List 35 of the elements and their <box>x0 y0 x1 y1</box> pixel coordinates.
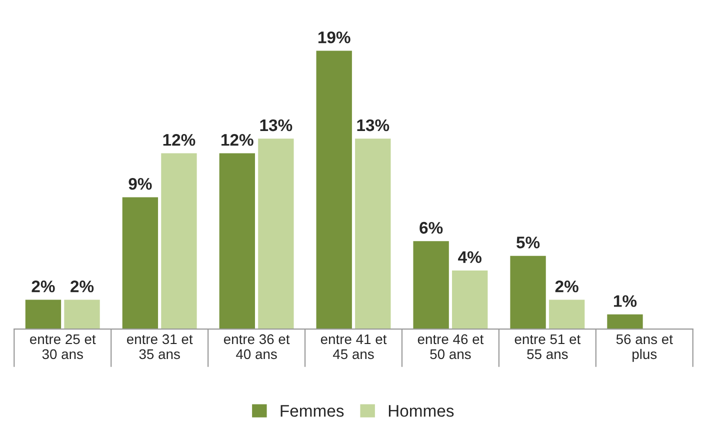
data-label: 13% <box>357 119 390 132</box>
legend-label: Hommes <box>388 405 454 417</box>
bar <box>122 197 158 330</box>
bar <box>219 153 255 330</box>
data-label: 5% <box>516 236 540 248</box>
x-tick-label: entre 31 et 35 ans <box>126 334 193 360</box>
data-label: 2% <box>555 280 578 292</box>
x-tick-label: 56 ans et plus <box>616 334 673 362</box>
legend-label: Femmes <box>280 405 344 417</box>
bar <box>64 300 100 330</box>
x-tick-label: entre 46 et 50 ans <box>418 334 484 360</box>
bar <box>25 300 62 330</box>
x-tick-label: entre 51 et 55 ans <box>514 334 581 360</box>
data-label: 2% <box>32 280 55 292</box>
bar <box>413 241 449 330</box>
bar <box>161 153 197 330</box>
data-label: 13% <box>260 119 292 132</box>
bar <box>355 138 391 330</box>
x-tick-label: entre 36 et 40 ans <box>224 334 290 360</box>
bar <box>452 270 488 330</box>
data-label: 19% <box>318 31 350 44</box>
bar <box>548 300 585 330</box>
data-label: 4% <box>458 251 482 263</box>
bar <box>316 50 352 330</box>
x-tick-label: entre 25 et 30 ans <box>30 334 96 360</box>
bar <box>510 256 546 330</box>
bar <box>258 138 294 330</box>
data-label: 1% <box>614 295 637 307</box>
x-tick-label: entre 41 et 45 ans <box>320 334 387 360</box>
data-label: 6% <box>420 222 443 234</box>
data-label: 9% <box>128 178 152 190</box>
data-label: 12% <box>222 134 254 146</box>
bar <box>607 314 643 330</box>
data-label: 12% <box>163 134 196 146</box>
data-label: 2% <box>70 280 94 292</box>
